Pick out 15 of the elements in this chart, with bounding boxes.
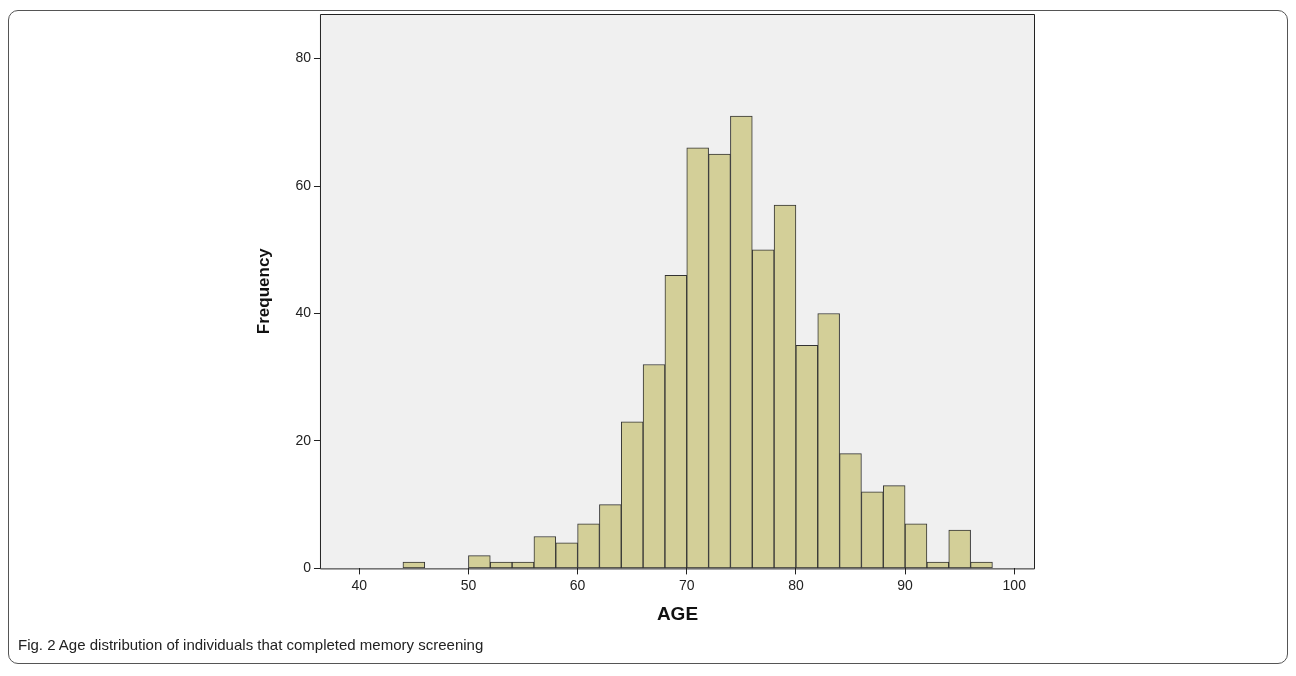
x-tick-label: 100 <box>1002 576 1027 593</box>
y-tick-label: 80 <box>295 49 312 66</box>
caption: Fig. 2 Age distribution of individuals that completed memory screening <box>18 636 484 653</box>
y-tick-label: 60 <box>295 176 312 193</box>
x-tick-label: 60 <box>569 576 586 593</box>
x-tick-label: 70 <box>678 576 695 593</box>
x-tick-label: 80 <box>788 576 804 593</box>
y-tick-label: 0 <box>303 559 312 576</box>
y-tick-label: 40 <box>295 304 312 321</box>
x-tick-label: 90 <box>897 576 914 593</box>
x-axis-title: AGE <box>656 602 699 624</box>
x-tick-label: 50 <box>460 576 477 593</box>
x-tick-label: 40 <box>351 576 368 593</box>
y-axis-title: Frequency <box>253 247 273 335</box>
y-tick-label: 20 <box>295 431 312 448</box>
